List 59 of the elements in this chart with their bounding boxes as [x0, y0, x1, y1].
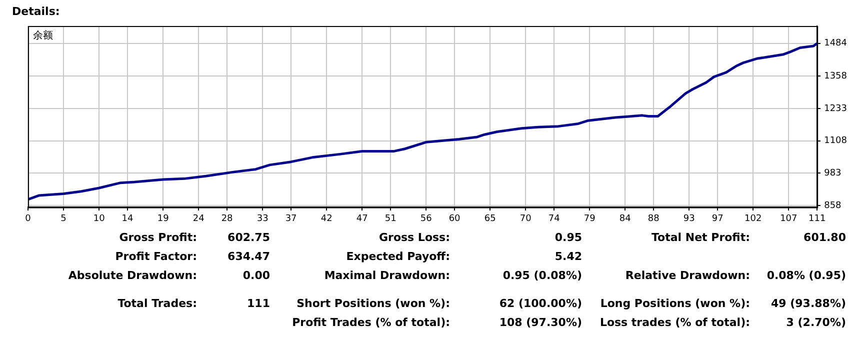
- text: Profit Factor:: [115, 250, 197, 263]
- text: Maximal Drawdown:: [324, 269, 450, 282]
- text: Gross Loss:: [379, 231, 450, 244]
- text: 601.80: [804, 231, 846, 244]
- y-tick-label: 983: [824, 168, 842, 179]
- text: Gross Profit:: [119, 231, 197, 244]
- text: 62 (100.00%): [499, 297, 582, 310]
- x-tick-label: 97: [712, 214, 724, 224]
- x-tick-label: 65: [484, 214, 496, 224]
- text: Long Positions (won %):: [600, 297, 750, 310]
- text: Absolute Drawdown:: [68, 269, 197, 282]
- x-tick-label: 47: [356, 214, 368, 224]
- x-tick-label: 56: [420, 214, 432, 224]
- y-tick-label: 1108: [824, 136, 848, 146]
- x-tick-label: 5: [60, 214, 66, 224]
- x-tick-label: 37: [285, 214, 297, 224]
- x-tick-label: 102: [744, 214, 762, 224]
- text: 0.00: [242, 269, 270, 282]
- x-tick-label: 111: [808, 214, 826, 224]
- y-tick-label: 1484: [824, 38, 848, 49]
- text: Short Positions (won %):: [296, 297, 450, 310]
- text: Total Trades:: [118, 297, 197, 310]
- text: 108 (97.30%): [499, 316, 582, 329]
- text: 602.75: [228, 231, 270, 244]
- text: 0.08% (0.95): [766, 269, 846, 282]
- text: Expected Payoff:: [346, 250, 450, 263]
- y-tick-label: 1233: [824, 104, 847, 114]
- x-tick-label: 51: [384, 214, 396, 224]
- text: 49 (93.88%): [770, 297, 846, 310]
- x-tick-label: 93: [683, 214, 695, 224]
- y-tick-label: 1358: [824, 71, 848, 82]
- x-tick-label: 19: [157, 214, 170, 224]
- x-tick-label: 28: [221, 214, 234, 224]
- y-tick-label: 858: [824, 200, 842, 211]
- x-tick-label: 42: [320, 214, 332, 224]
- chart-title: Details:: [12, 5, 60, 18]
- x-tick-label: 84: [619, 214, 632, 224]
- x-tick-label: 88: [648, 214, 660, 224]
- x-tick-label: 0: [25, 214, 32, 224]
- text: 5.42: [554, 250, 582, 263]
- x-tick-label: 60: [448, 214, 461, 224]
- x-tick-label: 74: [548, 214, 560, 224]
- x-tick-label: 79: [584, 214, 596, 224]
- text: Relative Drawdown:: [625, 269, 750, 282]
- text: 3 (2.70%): [786, 316, 846, 329]
- text: 余额: [33, 30, 53, 42]
- x-tick-label: 33: [256, 214, 268, 224]
- x-tick-label: 24: [192, 214, 205, 224]
- x-tick-label: 10: [93, 214, 106, 224]
- text: 634.47: [228, 250, 270, 263]
- x-tick-label: 70: [520, 214, 532, 224]
- text: Profit Trades (% of total):: [292, 316, 450, 329]
- text: 0.95 (0.08%): [502, 269, 582, 282]
- text: Total Net Profit:: [652, 231, 750, 244]
- text: 111: [247, 297, 270, 310]
- text: Loss trades (% of total):: [600, 316, 750, 329]
- text: 0.95: [554, 231, 582, 244]
- x-tick-label: 14: [122, 214, 134, 224]
- x-tick-label: 107: [780, 214, 798, 224]
